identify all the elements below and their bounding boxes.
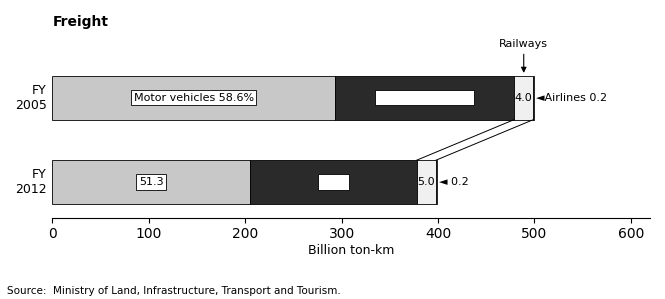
Text: 43.4: 43.4: [321, 177, 346, 187]
Text: Freight: Freight: [53, 15, 108, 29]
Text: ◄Airlines 0.2: ◄Airlines 0.2: [536, 93, 607, 103]
Text: 51.3: 51.3: [139, 177, 164, 187]
Bar: [533, 76, 535, 120]
Text: Motor vehicles 58.6%: Motor vehicles 58.6%: [134, 93, 253, 103]
Text: Cargo ships 37.2: Cargo ships 37.2: [378, 93, 471, 103]
Bar: [250, 160, 417, 204]
Bar: [436, 160, 437, 204]
Bar: [514, 76, 533, 120]
X-axis label: Billion ton-km: Billion ton-km: [308, 244, 394, 257]
Text: 5.0: 5.0: [418, 177, 435, 187]
Text: Source:  Ministry of Land, Infrastructure, Transport and Tourism.: Source: Ministry of Land, Infrastructure…: [7, 286, 340, 296]
Bar: [417, 160, 436, 204]
Text: Railways: Railways: [499, 39, 548, 72]
Bar: [53, 160, 250, 204]
Bar: [53, 76, 335, 120]
Bar: [335, 76, 514, 120]
Text: ◄ 0.2: ◄ 0.2: [439, 177, 469, 187]
Text: 4.0: 4.0: [515, 93, 533, 103]
